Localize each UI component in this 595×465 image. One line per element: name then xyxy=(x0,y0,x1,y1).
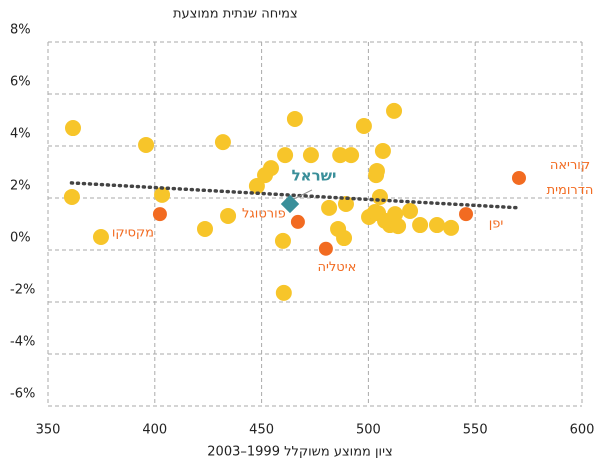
point xyxy=(220,207,237,224)
point-label: ישראל xyxy=(292,166,337,184)
x-tick-label: 600 xyxy=(570,423,595,438)
x-tick-label: 500 xyxy=(356,423,381,438)
trend-line xyxy=(69,181,522,210)
y-tick-label: 4% xyxy=(10,127,31,142)
point xyxy=(386,102,403,119)
point xyxy=(337,195,354,212)
point xyxy=(443,219,460,236)
point xyxy=(368,162,385,179)
point xyxy=(367,204,384,221)
point-label: מקסיקו xyxy=(112,226,154,241)
point xyxy=(196,220,213,237)
point-label: קוריאה הדרומית xyxy=(547,157,594,197)
point xyxy=(374,142,391,159)
point xyxy=(290,214,305,229)
point xyxy=(262,160,279,177)
point xyxy=(280,194,300,214)
point xyxy=(138,136,155,153)
point xyxy=(412,217,429,234)
annotation-line xyxy=(293,189,313,200)
point xyxy=(402,203,419,219)
point xyxy=(428,217,445,234)
point xyxy=(336,230,353,247)
point xyxy=(371,188,388,205)
x-tick-label: 550 xyxy=(463,423,488,438)
point xyxy=(214,134,231,151)
point xyxy=(343,147,360,164)
point xyxy=(63,188,80,205)
y-tick-label: 0% xyxy=(10,231,31,246)
point xyxy=(318,241,333,256)
point xyxy=(64,120,81,137)
point xyxy=(275,284,292,301)
x-tick-label: 400 xyxy=(142,423,167,438)
y-tick-label: 8% xyxy=(10,23,31,38)
y-axis-label: צמיחה שנתית ממוצעת xyxy=(173,7,298,22)
y-tick-label: -4% xyxy=(10,335,35,350)
point xyxy=(459,207,474,222)
point xyxy=(302,147,319,164)
point-label: פורטוגל xyxy=(242,206,286,221)
point xyxy=(286,110,303,127)
point xyxy=(387,206,404,223)
point xyxy=(274,232,291,249)
point xyxy=(92,229,109,245)
point xyxy=(321,199,338,216)
y-tick-label: 6% xyxy=(10,75,31,90)
point-label: יפן xyxy=(489,217,504,232)
y-tick-label: -6% xyxy=(10,387,35,402)
point xyxy=(154,186,171,203)
x-tick-label: 350 xyxy=(36,423,61,438)
point-label: איטליה xyxy=(317,260,356,275)
y-tick-label: -2% xyxy=(10,283,35,298)
point xyxy=(152,207,167,222)
point xyxy=(355,117,372,134)
point xyxy=(511,170,526,185)
x-axis-label: ציון ממוצע משוקלל 1999–2003 xyxy=(207,445,392,460)
point xyxy=(277,147,294,164)
point xyxy=(248,178,265,195)
point xyxy=(390,218,407,235)
y-tick-label: 2% xyxy=(10,179,31,194)
x-tick-label: 450 xyxy=(249,423,274,438)
